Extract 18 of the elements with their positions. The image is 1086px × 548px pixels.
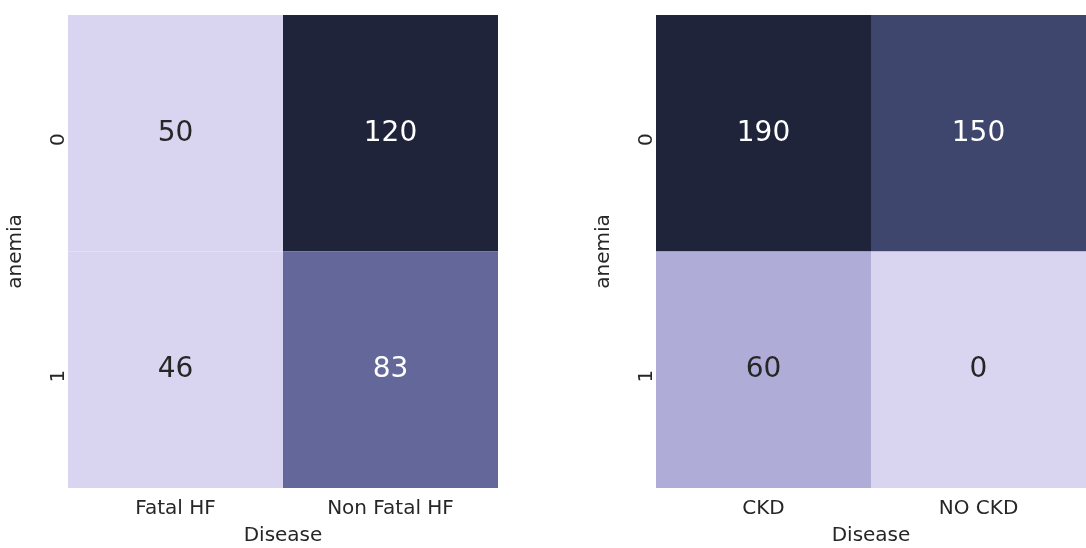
x-tick-label: CKD: [742, 495, 785, 520]
data-label: 46: [157, 351, 194, 385]
data-label: 0: [969, 351, 988, 385]
data-label: 60: [745, 351, 782, 385]
y-axis-title: anemia: [590, 214, 615, 289]
x-axis-title: Disease: [243, 522, 323, 547]
data-label: 120: [363, 114, 418, 148]
y-tick-label: 1: [45, 369, 70, 383]
x-tick-label: Fatal HF: [135, 495, 216, 520]
x-tick-label: NO CKD: [938, 495, 1019, 520]
x-tick-label: Non Fatal HF: [327, 495, 454, 520]
x-axis-title: Disease: [831, 522, 911, 547]
y-axis-title: anemia: [2, 214, 27, 289]
y-tick-label: 1: [633, 369, 658, 383]
data-label: 150: [951, 114, 1006, 148]
data-label: 50: [157, 114, 194, 148]
data-label: 83: [372, 351, 409, 385]
data-label: 190: [736, 114, 791, 148]
